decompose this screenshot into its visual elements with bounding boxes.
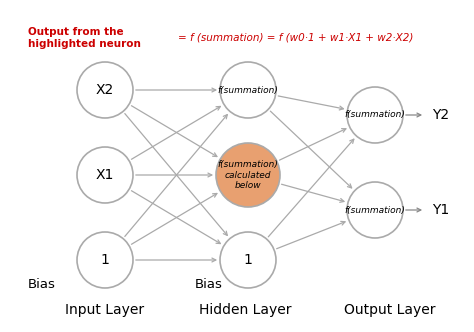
Text: f(summation): f(summation)	[345, 111, 405, 120]
Circle shape	[77, 232, 133, 288]
Text: X2: X2	[96, 83, 114, 97]
Text: Bias: Bias	[28, 279, 56, 291]
Circle shape	[220, 232, 276, 288]
Circle shape	[220, 62, 276, 118]
Text: Bias: Bias	[195, 279, 223, 291]
Text: 1: 1	[100, 253, 109, 267]
Circle shape	[347, 87, 403, 143]
Text: Output from the
highlighted neuron: Output from the highlighted neuron	[28, 27, 141, 49]
Circle shape	[347, 182, 403, 238]
Circle shape	[77, 147, 133, 203]
Text: Output Layer: Output Layer	[344, 303, 436, 317]
Text: Hidden Layer: Hidden Layer	[199, 303, 291, 317]
Circle shape	[216, 143, 280, 207]
Text: f(summation)
calculated
below: f(summation) calculated below	[218, 160, 278, 190]
Text: = f (summation) = f (w0·1 + w1·X1 + w2·X2): = f (summation) = f (w0·1 + w1·X1 + w2·X…	[178, 33, 413, 43]
Text: 1: 1	[244, 253, 253, 267]
Text: Input Layer: Input Layer	[65, 303, 145, 317]
Text: Y1: Y1	[432, 203, 449, 217]
Text: Y2: Y2	[432, 108, 449, 122]
Circle shape	[77, 62, 133, 118]
Text: f(summation): f(summation)	[345, 206, 405, 214]
Text: f(summation): f(summation)	[218, 86, 278, 95]
Text: X1: X1	[96, 168, 114, 182]
